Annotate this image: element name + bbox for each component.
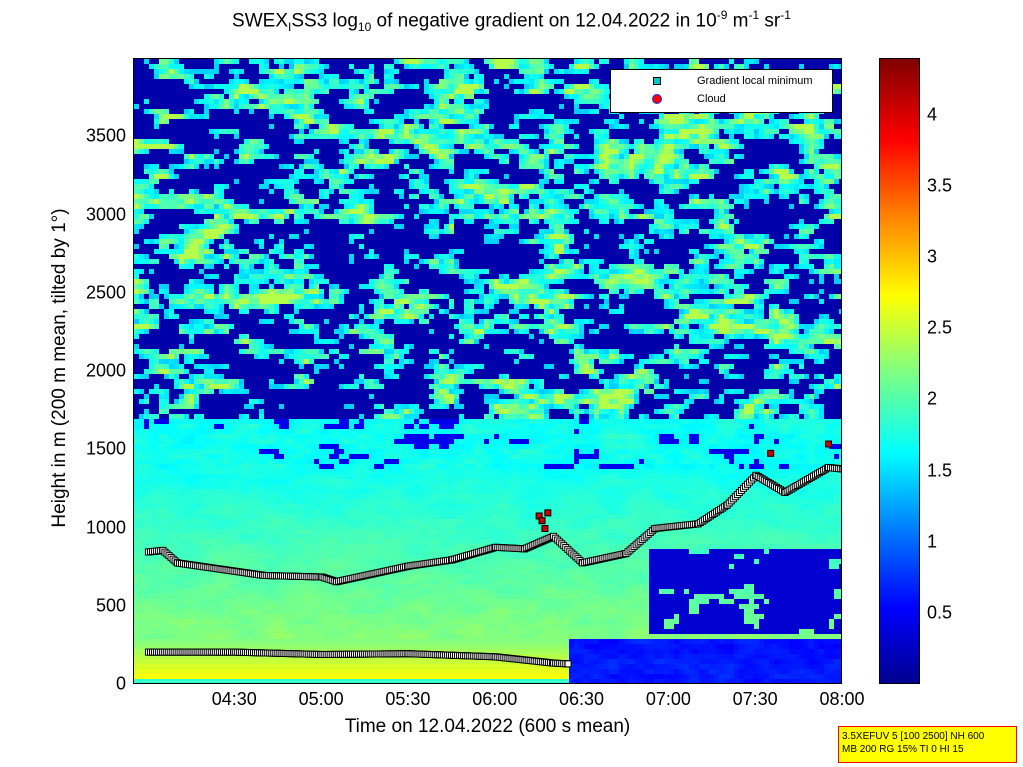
y-tick-label: 2500 xyxy=(85,282,126,303)
gradient-minimum-marker xyxy=(564,660,572,668)
colorbar-tick-label: 3.5 xyxy=(927,175,953,196)
y-tick-label: 1500 xyxy=(85,438,126,459)
colorbar-tick-label: 3 xyxy=(927,246,938,267)
circle-marker-icon xyxy=(652,94,662,104)
cloud-marker xyxy=(541,525,549,532)
x-tick-label: 08:00 xyxy=(819,689,865,709)
colorbar-tick-label: 0.5 xyxy=(927,602,953,623)
x-tick-label: 04:30 xyxy=(211,689,257,709)
x-tick-label: 06:00 xyxy=(472,689,518,709)
y-tick-label: 2000 xyxy=(85,360,126,381)
heatmap-field xyxy=(134,59,841,683)
cloud-marker xyxy=(825,440,833,448)
cloud-marker xyxy=(538,517,546,525)
legend-item-gradient: Gradient local minimum xyxy=(611,74,832,90)
legend: Gradient local minimum Cloud xyxy=(610,69,833,113)
colorbar-tick-label: 2 xyxy=(927,388,938,409)
gradient-minimum-marker xyxy=(839,465,841,473)
settings-line-2: MB 200 RG 15% TI 0 HI 15 xyxy=(842,744,964,755)
y-axis-label: Height in m (200 m mean, tilted by 1°) xyxy=(49,208,70,528)
colorbar-tick-label: 1.5 xyxy=(927,460,953,481)
x-axis-label: Time on 12.04.2022 (600 s mean) xyxy=(344,716,631,737)
legend-item-cloud: Cloud xyxy=(611,92,832,108)
settings-line-1: 3.5XEFUV 5 [100 2500] NH 600 xyxy=(842,731,985,742)
y-tick-label: 1000 xyxy=(85,517,126,537)
chart-title: SWEXISS3 log10 of negative gradient on 1… xyxy=(232,8,791,35)
settings-info-box: 3.5XEFUV 5 [100 2500] NH 600 MB 200 RG 1… xyxy=(838,726,1017,763)
cloud-marker xyxy=(544,509,552,517)
y-tick-label: 500 xyxy=(95,595,126,616)
square-marker-icon xyxy=(653,77,661,85)
x-tick-label: 07:00 xyxy=(645,689,691,709)
colorbar-tick-label: 2.5 xyxy=(927,317,953,338)
cloud-marker xyxy=(767,449,775,457)
colorbar-tick-label: 4 xyxy=(927,104,938,125)
colorbar-tick-label: 1 xyxy=(927,531,938,552)
y-tick-label: 3500 xyxy=(85,125,126,146)
x-tick-label: 07:30 xyxy=(732,689,778,709)
x-tick-label: 06:30 xyxy=(559,689,605,709)
legend-label: Cloud xyxy=(697,93,726,105)
x-tick-label: 05:00 xyxy=(298,689,344,709)
legend-label: Gradient local minimum xyxy=(697,75,813,87)
marker-layer xyxy=(144,440,841,668)
plot-area xyxy=(133,58,842,684)
x-tick-label: 05:30 xyxy=(385,689,431,709)
y-tick-label: 3000 xyxy=(85,204,126,224)
colorbar xyxy=(879,58,920,684)
y-tick-label: 0 xyxy=(115,673,126,694)
